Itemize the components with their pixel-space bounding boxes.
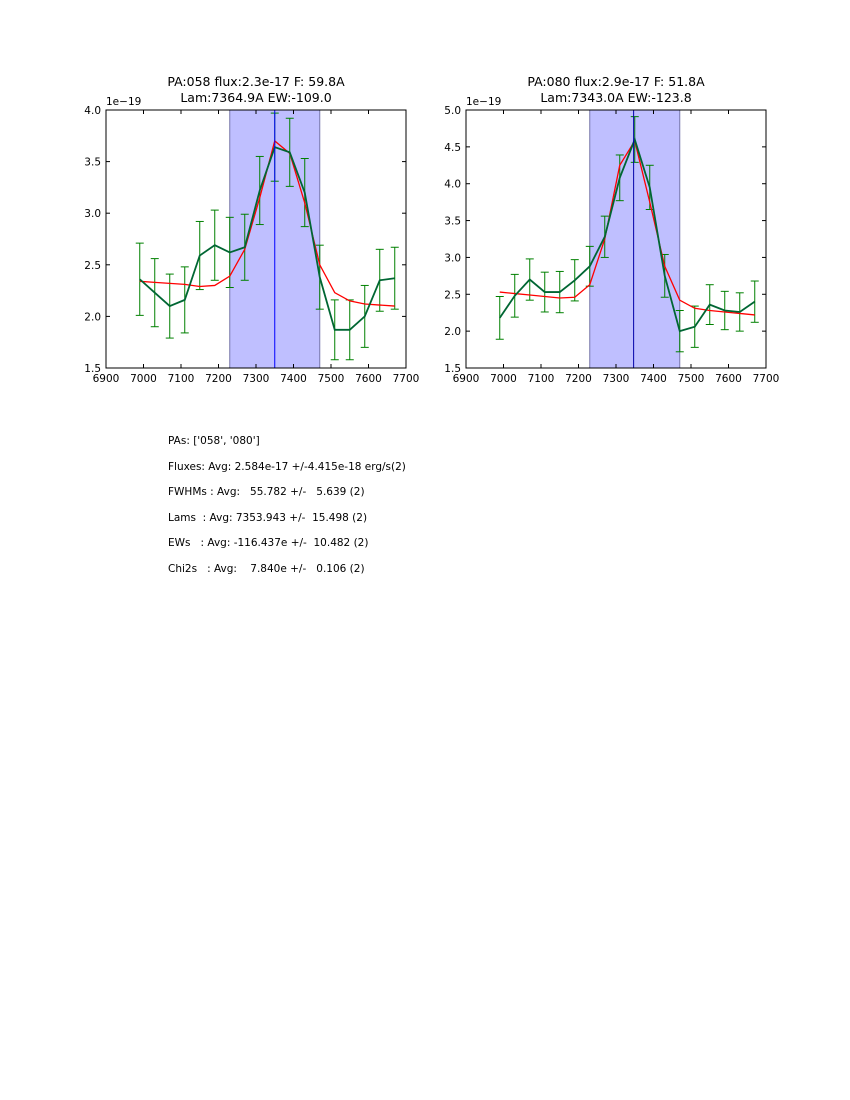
y-tick-label: 5.0 <box>444 105 461 117</box>
x-tick-label: 7300 <box>603 373 630 385</box>
x-tick-label: 7000 <box>130 373 157 385</box>
x-tick-label: 7200 <box>205 373 232 385</box>
y-tick-label: 2.0 <box>444 326 461 338</box>
y-tick-label: 3.0 <box>444 252 461 264</box>
chart-title-pa058: PA:058 flux:2.3e-17 F: 59.8A Lam:7364.9A… <box>106 74 406 106</box>
x-tick-label: 7700 <box>393 373 420 385</box>
x-tick-label: 7400 <box>280 373 307 385</box>
y-tick-label: 3.0 <box>84 208 101 220</box>
x-tick-label: 7100 <box>168 373 195 385</box>
x-tick-label: 7000 <box>490 373 517 385</box>
y-tick-label: 3.5 <box>84 157 101 169</box>
summary-ews: EWs : Avg: -116.437e +/- 10.482 (2) <box>168 537 369 550</box>
y-tick-label: 4.5 <box>444 142 461 154</box>
y-tick-label: 3.5 <box>444 216 461 228</box>
spectrum-chart-pa080: 6900 7000 7100 7200 7300 7400 7500 7600 7700 1.5 2… <box>444 96 780 385</box>
y-tick-label: 1.5 <box>84 363 101 375</box>
y-offset-label: 1e−19 <box>466 96 501 108</box>
y-tick-label: 2.5 <box>444 289 461 301</box>
x-tick-label: 7700 <box>753 373 780 385</box>
summary-pas: PAs: ['058', '080'] <box>168 435 260 447</box>
y-offset-label: 1e−19 <box>106 96 141 108</box>
x-tick-label: 7200 <box>565 373 592 385</box>
x-tick-label: 7500 <box>678 373 705 385</box>
x-tick-label: 6900 <box>93 373 120 385</box>
summary-fluxes: Fluxes: Avg: 2.584e-17 +/-4.415e-18 erg/… <box>168 460 406 473</box>
x-tick-label: 7600 <box>355 373 382 385</box>
y-tick-label: 2.5 <box>84 260 101 272</box>
chart-title-pa080: PA:080 flux:2.9e-17 F: 51.8A Lam:7343.0A… <box>466 74 766 106</box>
x-tick-label: 7400 <box>640 373 667 385</box>
title-line-1: PA:080 flux:2.9e-17 F: 51.8A <box>527 74 705 89</box>
y-tick-label: 4.0 <box>84 105 101 117</box>
title-line-2: Lam:7343.0A EW:-123.8 <box>540 90 692 105</box>
y-tick-label: 4.0 <box>444 179 461 191</box>
summary-stats: PAs: ['058', '080'] Fluxes: Avg: 2.584e-… <box>168 435 406 589</box>
spectrum-chart-pa058: 6900 7000 7100 7200 7300 7400 7500 7600 7700 1.5 2… <box>84 96 420 385</box>
x-tick-label: 7300 <box>243 373 270 385</box>
x-tick-label: 7100 <box>528 373 555 385</box>
y-tick-label: 2.0 <box>84 311 101 323</box>
summary-lams: Lams : Avg: 7353.943 +/- 15.498 (2) <box>168 511 368 524</box>
x-tick-label: 7600 <box>715 373 742 385</box>
summary-fwhms: FWHMs : Avg: 55.782 +/- 5.639 (2) <box>168 486 365 499</box>
title-line-2: Lam:7364.9A EW:-109.0 <box>180 90 332 105</box>
series-model-line <box>499 139 755 316</box>
series-data-line <box>139 146 395 331</box>
x-tick-label: 6900 <box>453 373 480 385</box>
series-data-line <box>499 136 756 333</box>
y-tick-label: 1.5 <box>444 363 461 375</box>
x-tick-label: 7500 <box>318 373 345 385</box>
title-line-1: PA:058 flux:2.3e-17 F: 59.8A <box>167 74 345 89</box>
summary-chi2s: Chi2s : Avg: 7.840e +/- 0.106 (2) <box>168 562 365 575</box>
